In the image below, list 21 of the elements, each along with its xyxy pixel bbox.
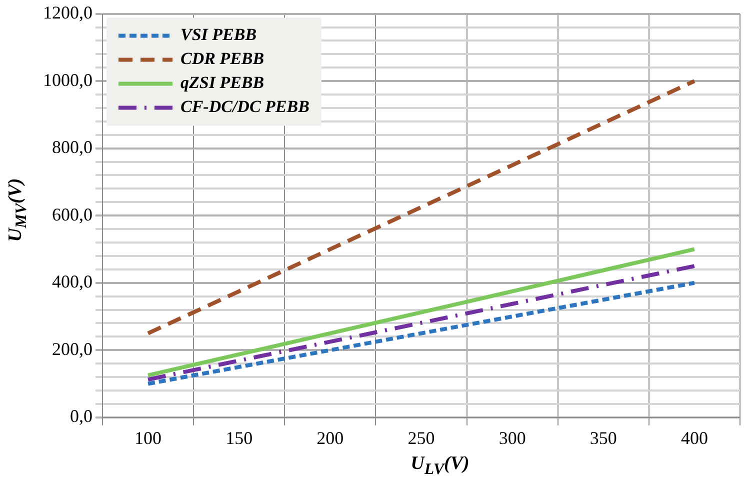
legend-label: qZSI PEBB bbox=[180, 73, 264, 92]
x-tick-label: 400 bbox=[680, 428, 708, 448]
x-tick-label: 150 bbox=[226, 428, 253, 448]
y-tick-label: 400,0 bbox=[52, 272, 92, 292]
line-series bbox=[146, 264, 696, 382]
y-tick-label: 200,0 bbox=[52, 338, 92, 359]
y-tick-label: 0,0 bbox=[70, 406, 92, 426]
x-tick-label: 200 bbox=[316, 428, 344, 448]
x-tick-label: 350 bbox=[590, 428, 617, 448]
y-tick-label: 600,0 bbox=[52, 204, 92, 224]
legend-label: VSI PEBB bbox=[180, 25, 257, 44]
legend-label: CF-DC/DC PEBB bbox=[180, 97, 310, 116]
x-tick-label: 250 bbox=[408, 428, 435, 448]
y-tick-label: 1200,0 bbox=[43, 2, 92, 23]
x-tick-label: 300 bbox=[498, 428, 526, 448]
x-axis-title: U$_{LV}$(V) bbox=[410, 453, 470, 479]
y-tick-label: 1000,0 bbox=[43, 70, 92, 90]
x-tick-label: 100 bbox=[134, 428, 162, 448]
legend-label: CDR PEBB bbox=[180, 49, 264, 68]
y-tick-label: 800,0 bbox=[52, 137, 92, 158]
line-series bbox=[146, 280, 696, 386]
